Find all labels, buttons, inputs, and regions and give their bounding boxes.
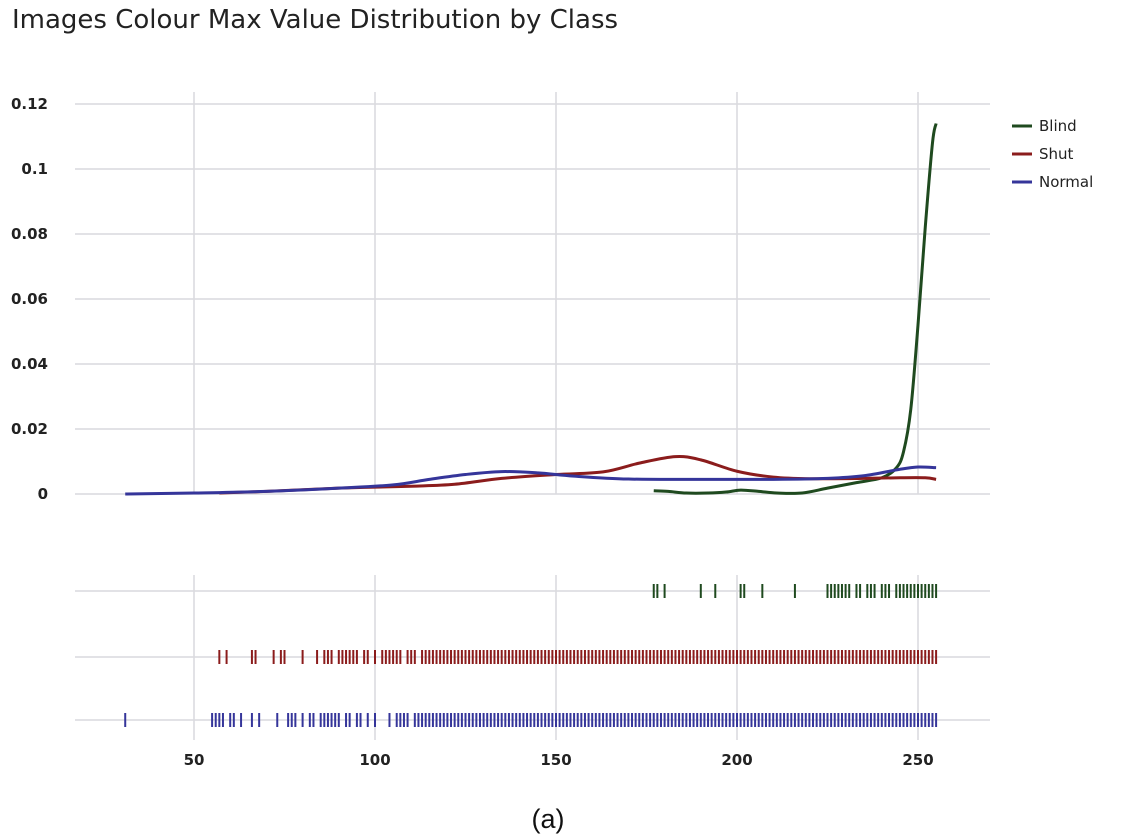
x-tick-label: 150 xyxy=(540,751,571,769)
kde-line-normal xyxy=(125,465,937,496)
legend[interactable]: Blind Shut Normal xyxy=(1012,117,1093,191)
x-tick-label: 250 xyxy=(902,751,933,769)
chart-title: Images Colour Max Value Distribution by … xyxy=(12,5,618,35)
figure-caption: (a) xyxy=(532,804,565,834)
legend-item-shut[interactable]: Shut xyxy=(1039,145,1074,163)
x-axis-ticks: 50 100 150 200 250 xyxy=(184,751,934,769)
y-axis-ticks: 0 0.02 0.04 0.06 0.08 0.1 0.12 xyxy=(11,95,48,503)
y-tick-label: 0.08 xyxy=(11,225,48,243)
y-tick-label: 0.04 xyxy=(11,355,48,373)
gridlines xyxy=(75,92,990,740)
y-tick-label: 0 xyxy=(38,485,48,503)
rug-plot xyxy=(124,584,938,727)
y-tick-label: 0.02 xyxy=(11,420,48,438)
y-tick-label: 0.12 xyxy=(11,95,48,113)
kde-line-blind xyxy=(653,123,938,495)
x-tick-label: 100 xyxy=(359,751,390,769)
y-tick-label: 0.1 xyxy=(21,160,48,178)
x-tick-label: 200 xyxy=(721,751,752,769)
legend-item-normal[interactable]: Normal xyxy=(1039,173,1093,191)
kde-lines xyxy=(125,123,938,496)
x-tick-label: 50 xyxy=(184,751,205,769)
kde-line-shut xyxy=(219,455,937,495)
legend-item-blind[interactable]: Blind xyxy=(1039,117,1077,135)
y-tick-label: 0.06 xyxy=(11,290,48,308)
